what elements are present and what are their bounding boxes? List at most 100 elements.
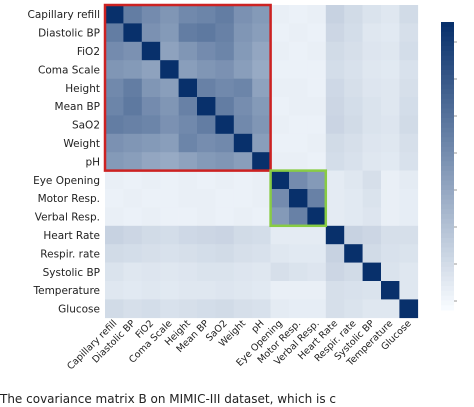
heatmap-cell: [123, 23, 143, 43]
heatmap-cell: [344, 97, 363, 116]
heatmap-cell: [307, 207, 327, 227]
heatmap-cell: [325, 97, 345, 116]
colorbar-segment: [441, 161, 454, 167]
heatmap-cell: [123, 5, 143, 24]
heatmap-cell: [307, 133, 327, 153]
y-tick-label: Coma Scale: [38, 64, 100, 76]
heatmap-cell: [289, 299, 308, 319]
heatmap-cell: [362, 133, 382, 153]
heatmap-cell: [307, 262, 327, 282]
heatmap-cell: [270, 170, 290, 190]
heatmap-cell: [289, 5, 308, 24]
colorbar-segment: [441, 262, 454, 268]
heatmap-cell: [105, 115, 124, 135]
heatmap-cell: [141, 115, 161, 135]
heatmap-cells: [105, 5, 419, 319]
heatmap-cell: [270, 262, 290, 282]
heatmap-cell: [178, 225, 198, 245]
heatmap-cell: [123, 78, 143, 98]
heatmap-cell: [362, 41, 382, 61]
heatmap-cell: [362, 225, 382, 245]
heatmap-cell: [399, 78, 419, 98]
heatmap-cell: [325, 244, 345, 263]
y-tick-label: Systolic BP: [43, 267, 100, 279]
colorbar-segment: [441, 271, 454, 277]
heatmap-cell: [252, 170, 271, 190]
heatmap-cell: [215, 78, 235, 98]
colorbar-segment: [441, 70, 454, 76]
heatmap-cell: [381, 189, 400, 208]
heatmap-cell: [289, 244, 308, 263]
heatmap-cell: [178, 152, 198, 171]
colorbar: [441, 22, 457, 311]
heatmap-cell: [325, 225, 345, 245]
colorbar-segment: [441, 190, 454, 196]
heatmap-cell: [381, 133, 400, 153]
colorbar-segment: [441, 266, 454, 273]
heatmap-cell: [362, 5, 382, 24]
highlight-box: [269, 169, 328, 228]
colorbar-segment: [441, 281, 454, 287]
heatmap-cell: [307, 5, 327, 24]
highlight-boxes: [103, 3, 328, 228]
heatmap-cell: [289, 23, 308, 43]
heatmap-cell: [123, 152, 143, 171]
heatmap-cell: [381, 97, 400, 116]
heatmap-cell: [123, 97, 143, 116]
heatmap-cell: [105, 189, 124, 208]
heatmap-cell: [344, 78, 363, 98]
heatmap-cell: [289, 281, 308, 300]
heatmap-cell: [325, 60, 345, 79]
heatmap-cell: [252, 189, 271, 208]
heatmap-cell: [289, 133, 308, 153]
heatmap-cell: [325, 152, 345, 171]
heatmap-cell: [233, 41, 253, 61]
heatmap-cell: [381, 152, 400, 171]
heatmap-cell: [141, 97, 161, 116]
heatmap-cell: [160, 225, 179, 245]
y-tick-label: Temperature: [32, 285, 100, 297]
heatmap-cell: [399, 97, 419, 116]
colorbar-segment: [441, 84, 454, 90]
heatmap-cell: [381, 78, 400, 98]
heatmap-cell: [141, 133, 161, 153]
heatmap-cell: [215, 207, 235, 227]
heatmap-cell: [399, 170, 419, 190]
heatmap-cell: [270, 5, 290, 24]
heatmap-cell: [141, 281, 161, 300]
colorbar-segment: [441, 79, 454, 85]
heatmap-cell: [178, 262, 198, 282]
heatmap-cell: [197, 78, 216, 98]
heatmap-cell: [178, 244, 198, 263]
heatmap-cell: [289, 41, 308, 61]
heatmap-cell: [105, 60, 124, 79]
colorbar-segment: [441, 305, 454, 311]
heatmap-cell: [105, 152, 124, 171]
heatmap-cell: [307, 189, 327, 208]
heatmap-cell: [362, 207, 382, 227]
heatmap-cell: [399, 41, 419, 61]
y-tick-label: pH: [85, 156, 100, 168]
heatmap-cell: [215, 97, 235, 116]
heatmap-cell: [362, 262, 382, 282]
heatmap-cell: [307, 281, 327, 300]
colorbar-segment: [441, 252, 454, 258]
heatmap-cell: [215, 244, 235, 263]
heatmap-cell: [160, 207, 179, 227]
heatmap-cell: [123, 225, 143, 245]
heatmap-cell: [123, 115, 143, 135]
heatmap-cell: [289, 189, 308, 208]
colorbar-segment: [441, 55, 454, 61]
heatmap-cell: [141, 244, 161, 263]
colorbar-segment: [441, 238, 454, 244]
heatmap-cell: [270, 60, 290, 79]
heatmap-cell: [362, 152, 382, 171]
heatmap-cell: [105, 262, 124, 282]
heatmap-cell: [178, 5, 198, 24]
heatmap-cell: [289, 170, 308, 190]
heatmap-cell: [160, 97, 179, 116]
heatmap-cell: [325, 78, 345, 98]
heatmap-cell: [325, 23, 345, 43]
heatmap-cell: [178, 23, 198, 43]
colorbar-segment: [441, 199, 454, 205]
